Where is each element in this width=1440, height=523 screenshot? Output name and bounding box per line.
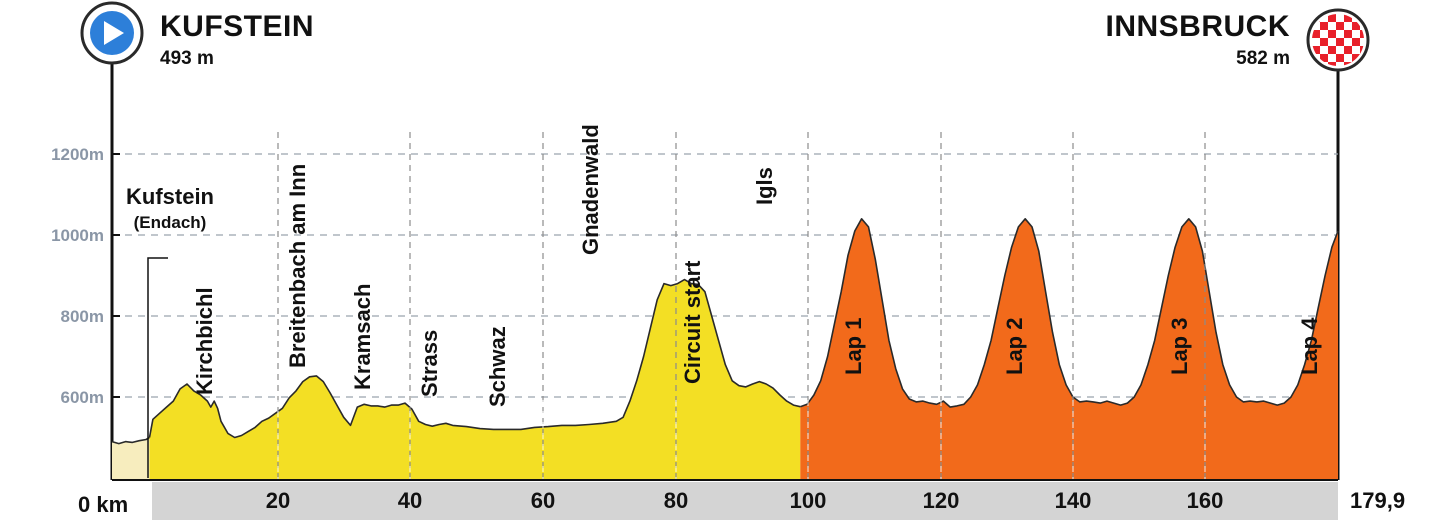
x-tick-label: 140 [1055,488,1092,513]
checkered-flag-icon [1306,8,1370,72]
place-label: Igls [752,167,777,205]
leader-line [147,257,168,478]
place-label: Gnadenwald [578,124,603,255]
x-tick-label: 60 [531,488,555,513]
y-tick-label: 800m [61,307,104,326]
place-label: Circuit start [680,260,705,384]
x-tick-label: 20 [266,488,290,513]
x-axis-start-label: 0 km [78,492,128,517]
place-label: Lap 1 [841,318,866,375]
profile-area-line [149,279,801,480]
y-tick-label: 1000m [51,226,104,245]
place-label: Kirchbichl [192,287,217,395]
y-tick-label: 1200m [51,145,104,164]
profile-area-neutral [112,437,150,480]
place-label: Kufstein [126,184,214,209]
profile-area-circuit [800,218,1338,481]
x-tick-label: 100 [790,488,827,513]
place-label: Lap 3 [1167,318,1192,375]
x-tick-label: 80 [664,488,688,513]
x-tick-label: 40 [398,488,422,513]
x-tick-label: 120 [923,488,960,513]
place-label: Lap 4 [1297,317,1322,375]
y-tick-label: 600m [61,388,104,407]
profile-line-line [148,278,801,439]
place-label: Lap 2 [1002,318,1027,375]
profile-line-neutral [111,436,150,445]
x-tick-label: 160 [1187,488,1224,513]
finish-marker [1306,8,1370,480]
start-city-name: KUFSTEIN [160,10,314,43]
place-sublabel: (Endach) [134,213,207,232]
place-label: Breitenbach am Inn [285,164,310,368]
start-marker [80,1,144,480]
start-city-altitude: 493 m [160,48,214,69]
place-label: Strass [417,330,442,397]
profile-line-circuit [800,218,1339,408]
place-label: Kramsach [350,284,375,390]
place-label: Schwaz [485,326,510,407]
x-axis-end-label: 179,9 [1350,488,1405,513]
x-axis-band [152,482,1338,520]
finish-city-altitude: 582 m [1236,48,1290,69]
finish-city-name: INNSBRUCK [1106,10,1291,43]
